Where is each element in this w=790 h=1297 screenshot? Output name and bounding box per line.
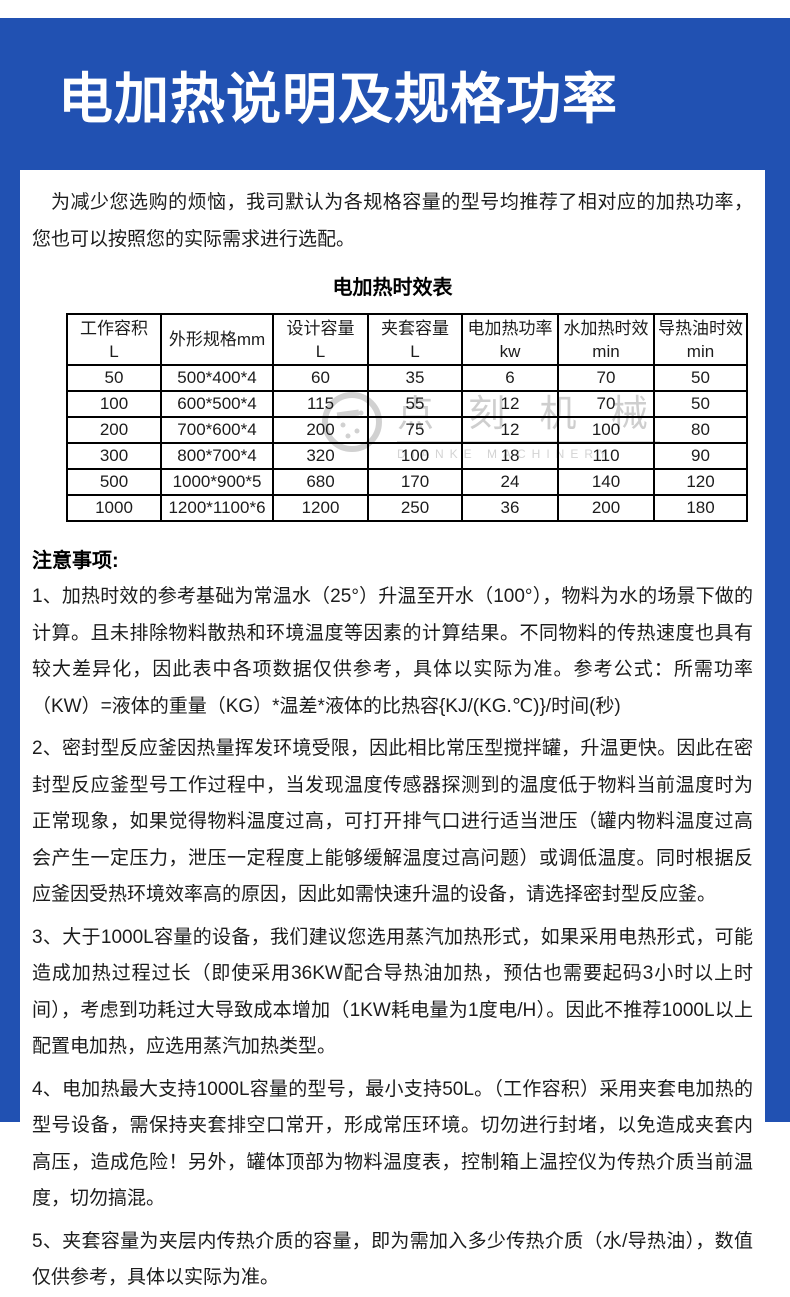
notes-heading: 注意事项: bbox=[32, 550, 119, 572]
cell: 110 bbox=[557, 442, 655, 470]
cell: 1200 bbox=[272, 494, 369, 522]
cell: 100 bbox=[66, 390, 162, 418]
col-header-water-heating-time: 水加热时效 min bbox=[557, 313, 655, 366]
cell: 6 bbox=[461, 364, 559, 392]
cell: 100 bbox=[557, 416, 655, 444]
cell: 55 bbox=[367, 390, 463, 418]
note-item-5: 5、夹套容量为夹层内传热介质的容量，即为需加入多少传热介质（水/导热油），数值仅… bbox=[32, 1230, 753, 1289]
table-row: 100 600*500*4 115 55 12 70 50 bbox=[66, 390, 748, 418]
cell: 18 bbox=[461, 442, 559, 470]
table-area: 点 刻 机 械 DIANKE MACHINERY 工作容积 L 外形规格mm 设计… bbox=[66, 313, 748, 522]
cell: 75 bbox=[367, 416, 463, 444]
cell: 12 bbox=[461, 390, 559, 418]
table-header-row: 工作容积 L 外形规格mm 设计容量 L 夹套容量 L 电加热功率 kw 水加热时效 mi… bbox=[66, 313, 748, 366]
col-header-jacket-capacity: 夹套容量 L bbox=[367, 313, 463, 366]
table-row: 300 800*700*4 320 100 18 110 90 bbox=[66, 442, 748, 470]
page-title: 电加热说明及规格功率 bbox=[58, 68, 619, 130]
cell: 170 bbox=[367, 468, 463, 496]
cell: 140 bbox=[557, 468, 655, 496]
cell: 300 bbox=[66, 442, 162, 470]
cell: 250 bbox=[367, 494, 463, 522]
cell: 800*700*4 bbox=[160, 442, 274, 470]
note-item-1: 1、加热时效的参考基础为常温水（25°）升温至开水（100°），物料为水的场景下… bbox=[32, 586, 753, 717]
col-header-electric-power: 电加热功率 kw bbox=[461, 313, 559, 366]
cell: 1000 bbox=[66, 494, 162, 522]
cell: 200 bbox=[557, 494, 655, 522]
table-row: 1000 1200*1100*6 1200 250 36 200 180 bbox=[66, 494, 748, 522]
table-row: 500 1000*900*5 680 170 24 140 120 bbox=[66, 468, 748, 496]
cell: 200 bbox=[272, 416, 369, 444]
cell: 700*600*4 bbox=[160, 416, 274, 444]
cell: 500 bbox=[66, 468, 162, 496]
cell: 36 bbox=[461, 494, 559, 522]
cell: 320 bbox=[272, 442, 369, 470]
table-row: 200 700*600*4 200 75 12 100 80 bbox=[66, 416, 748, 444]
cell: 50 bbox=[66, 364, 162, 392]
col-header-oil-heating-time: 导热油时效 min bbox=[653, 313, 748, 366]
note-item-3: 3、大于1000L容量的设备，我们建议您选用蒸汽加热形式，如果采用电热形式，可能… bbox=[32, 926, 753, 1058]
note-item-4: 4、电加热最大支持1000L容量的型号，最小支持50L。（工作容积）采用夹套电加… bbox=[32, 1078, 753, 1210]
intro-paragraph: 为减少您选购的烦恼，我司默认为各规格容量的型号均推荐了相对应的加热功率，您也可以… bbox=[32, 192, 753, 250]
cell: 24 bbox=[461, 468, 559, 496]
cell: 115 bbox=[272, 390, 369, 418]
cell: 80 bbox=[653, 416, 748, 444]
col-header-design-capacity: 设计容量 L bbox=[272, 313, 369, 366]
col-header-dimensions: 外形规格mm bbox=[160, 313, 274, 366]
cell: 1200*1100*6 bbox=[160, 494, 274, 522]
table-title: 电加热时效表 bbox=[332, 277, 453, 299]
cell: 90 bbox=[653, 442, 748, 470]
cell: 12 bbox=[461, 416, 559, 444]
heating-spec-table: 工作容积 L 外形规格mm 设计容量 L 夹套容量 L 电加热功率 kw 水加热时效 mi… bbox=[66, 313, 748, 522]
cell: 70 bbox=[557, 390, 655, 418]
content-card: 为减少您选购的烦恼，我司默认为各规格容量的型号均推荐了相对应的加热功率，您也可以… bbox=[20, 170, 765, 1288]
cell: 200 bbox=[66, 416, 162, 444]
cell: 120 bbox=[653, 468, 748, 496]
cell: 50 bbox=[653, 390, 748, 418]
cell: 100 bbox=[367, 442, 463, 470]
table-row: 50 500*400*4 60 35 6 70 50 bbox=[66, 364, 748, 392]
cell: 70 bbox=[557, 364, 655, 392]
note-item-2: 2、密封型反应釜因热量挥发环境受限，因此相比常压型搅拌罐，升温更快。因此在密封型… bbox=[32, 738, 753, 905]
cell: 500*400*4 bbox=[160, 364, 274, 392]
page-header: 电加热说明及规格功率 bbox=[0, 18, 790, 170]
cell: 600*500*4 bbox=[160, 390, 274, 418]
cell: 60 bbox=[272, 364, 369, 392]
col-header-work-volume: 工作容积 L bbox=[66, 313, 162, 366]
top-white-strip bbox=[0, 0, 790, 18]
cell: 35 bbox=[367, 364, 463, 392]
cell: 680 bbox=[272, 468, 369, 496]
cell: 180 bbox=[653, 494, 748, 522]
cell: 50 bbox=[653, 364, 748, 392]
cell: 1000*900*5 bbox=[160, 468, 274, 496]
